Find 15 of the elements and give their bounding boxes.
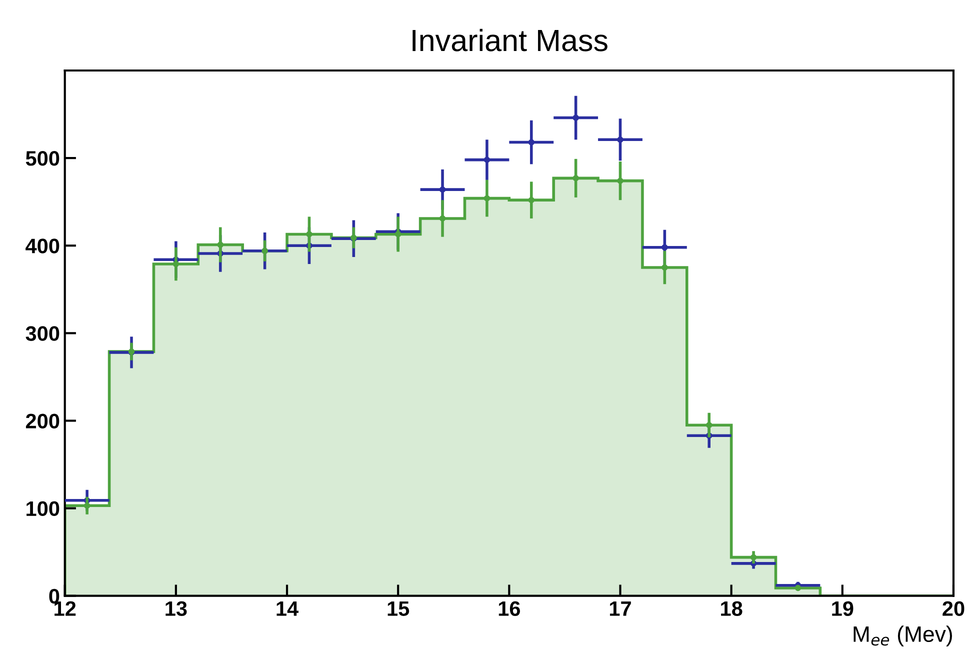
x-tick-label: 20 [942, 601, 964, 616]
x-tick-label: 13 [166, 601, 187, 616]
y-tick-label: 500 [26, 151, 60, 166]
y-tick-label: 400 [26, 238, 60, 254]
x-tick-label: 19 [832, 601, 854, 616]
x-tick-label: 15 [388, 601, 410, 616]
y-tick-label: 200 [26, 414, 60, 428]
y-tick-label: 100 [26, 501, 60, 516]
chart-title: Invariant Mass [412, 28, 608, 52]
y-tick-label: 300 [26, 326, 60, 341]
x-tick-label: 17 [610, 601, 631, 616]
x-tick-label: 14 [276, 601, 298, 616]
x-tick-label: 16 [498, 601, 520, 616]
x-tick-label: 18 [721, 601, 742, 616]
x-axis-title: M$_{ee}$ (Mev) [854, 626, 952, 646]
